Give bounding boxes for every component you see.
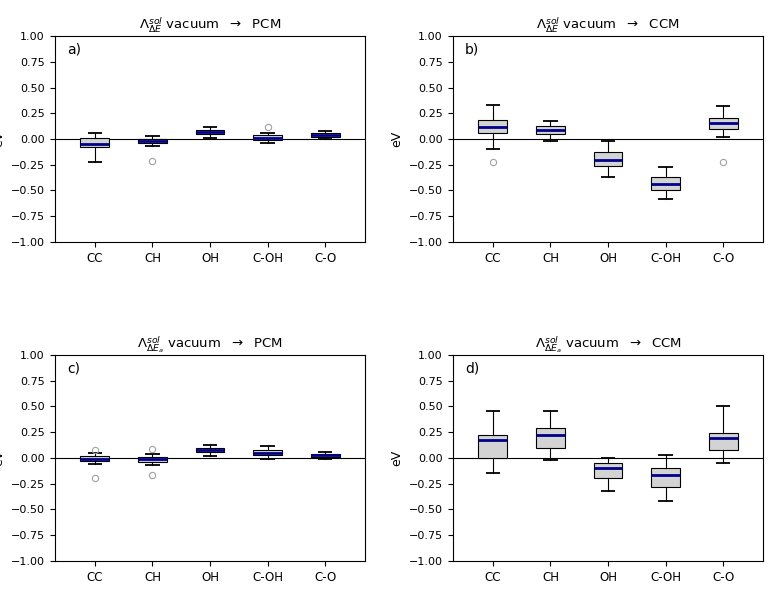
PathPatch shape xyxy=(80,138,109,147)
PathPatch shape xyxy=(253,450,282,455)
Text: d): d) xyxy=(465,361,479,375)
PathPatch shape xyxy=(709,118,738,129)
PathPatch shape xyxy=(651,177,680,191)
PathPatch shape xyxy=(311,454,340,457)
PathPatch shape xyxy=(478,119,507,133)
PathPatch shape xyxy=(594,463,622,479)
Text: a): a) xyxy=(67,42,81,56)
Y-axis label: eV: eV xyxy=(0,131,5,147)
PathPatch shape xyxy=(594,153,622,166)
Y-axis label: eV: eV xyxy=(0,450,5,466)
PathPatch shape xyxy=(536,428,565,447)
Y-axis label: eV: eV xyxy=(390,131,403,147)
PathPatch shape xyxy=(138,139,167,143)
PathPatch shape xyxy=(709,433,738,450)
PathPatch shape xyxy=(536,125,565,134)
Title: $\Lambda^{sol}_{\Delta E}$ vacuum  $\rightarrow$  PCM: $\Lambda^{sol}_{\Delta E}$ vacuum $\righ… xyxy=(139,15,281,35)
PathPatch shape xyxy=(80,456,109,461)
PathPatch shape xyxy=(651,468,680,487)
PathPatch shape xyxy=(311,133,340,137)
PathPatch shape xyxy=(196,130,224,134)
PathPatch shape xyxy=(478,435,507,458)
Text: b): b) xyxy=(465,42,479,56)
PathPatch shape xyxy=(196,447,224,452)
Title: $\Lambda^{sol}_{\Delta E_a}$ vacuum  $\rightarrow$  PCM: $\Lambda^{sol}_{\Delta E_a}$ vacuum $\ri… xyxy=(137,334,283,355)
PathPatch shape xyxy=(253,135,282,140)
Text: c): c) xyxy=(67,361,80,375)
Title: $\Lambda^{sol}_{\Delta E}$ vacuum  $\rightarrow$  CCM: $\Lambda^{sol}_{\Delta E}$ vacuum $\righ… xyxy=(536,15,680,35)
PathPatch shape xyxy=(138,457,167,462)
Title: $\Lambda^{sol}_{\Delta E_a}$ vacuum  $\rightarrow$  CCM: $\Lambda^{sol}_{\Delta E_a}$ vacuum $\ri… xyxy=(534,334,682,355)
Y-axis label: eV: eV xyxy=(390,450,403,466)
